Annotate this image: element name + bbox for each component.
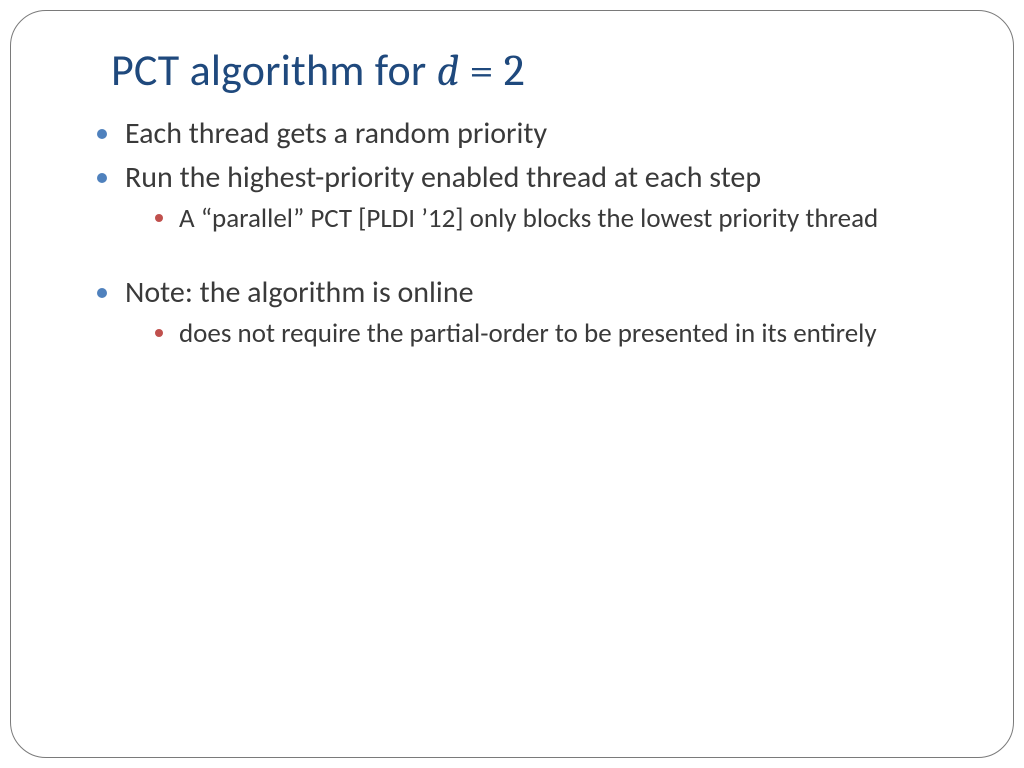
bullet-item: Run the highest-priority enabled thread … xyxy=(97,159,953,236)
bullet-text: Each thread gets a random priority xyxy=(125,115,547,152)
slide-title: PCT algorithm for d = 2 xyxy=(111,43,953,97)
title-math-variable: d xyxy=(437,45,460,96)
bullet-text: Note: the algorithm is online xyxy=(125,274,474,311)
sub-bullet-item: does not require the partial-order to be… xyxy=(155,317,953,352)
sub-bullet-list: does not require the partial-order to be… xyxy=(155,317,953,352)
bullet-text: Run the highest-priority enabled thread … xyxy=(125,159,761,196)
bullet-list: Each thread gets a random priority Run t… xyxy=(97,115,953,236)
sub-bullet-list: A “parallel” PCT [PLDI ’12] only blocks … xyxy=(155,202,953,237)
vertical-spacer xyxy=(71,242,953,274)
sub-bullet-text: A “parallel” PCT [PLDI ’12] only blocks … xyxy=(179,202,878,235)
bullet-list: Note: the algorithm is online does not r… xyxy=(97,274,953,351)
title-math-relation: = 2 xyxy=(459,45,524,96)
title-prefix: PCT algorithm for xyxy=(111,43,437,97)
sub-bullet-text: does not require the partial-order to be… xyxy=(179,317,877,350)
bullet-item: Each thread gets a random priority xyxy=(97,115,953,153)
sub-bullet-item: A “parallel” PCT [PLDI ’12] only blocks … xyxy=(155,202,953,237)
slide-frame: PCT algorithm for d = 2 Each thread gets… xyxy=(10,10,1014,758)
bullet-item: Note: the algorithm is online does not r… xyxy=(97,274,953,351)
